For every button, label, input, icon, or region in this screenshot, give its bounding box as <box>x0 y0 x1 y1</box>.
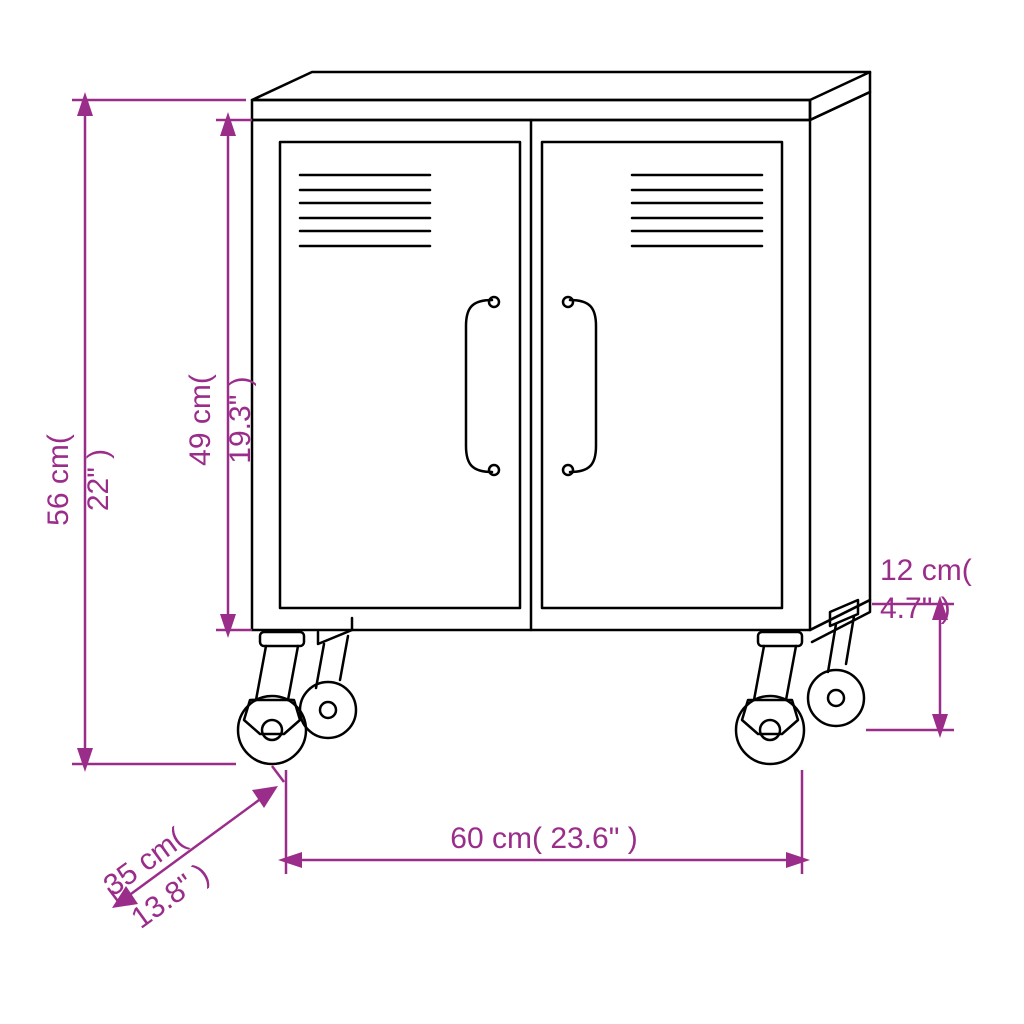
dim-wheel-height-label2: 4.7" ) <box>880 592 951 625</box>
dim-door-height-label: 49 cm( <box>184 374 217 466</box>
dim-width: 60 cm( 23.6" ) <box>278 770 810 874</box>
dim-door-height: 49 cm( 19.3" ) <box>184 112 257 638</box>
dim-wheel-height-label: 12 cm( <box>880 554 972 587</box>
dim-door-height-label2: 19.3" ) <box>224 376 257 463</box>
dim-depth: 35 cm( 13.8" ) <box>98 766 284 935</box>
dim-total-height-label2: 22" ) <box>82 449 115 511</box>
diagram-canvas: 56 cm( 22" ) 49 cm( 19.3" ) 12 cm( 4.7" … <box>0 0 1024 1024</box>
cabinet-drawing <box>238 72 870 764</box>
dimension-annotations: 56 cm( 22" ) 49 cm( 19.3" ) 12 cm( 4.7" … <box>42 92 972 935</box>
dim-total-height-label: 56 cm( <box>42 434 75 526</box>
dim-width-label: 60 cm( 23.6" ) <box>450 822 637 855</box>
dim-wheel-height: 12 cm( 4.7" ) <box>866 554 972 738</box>
